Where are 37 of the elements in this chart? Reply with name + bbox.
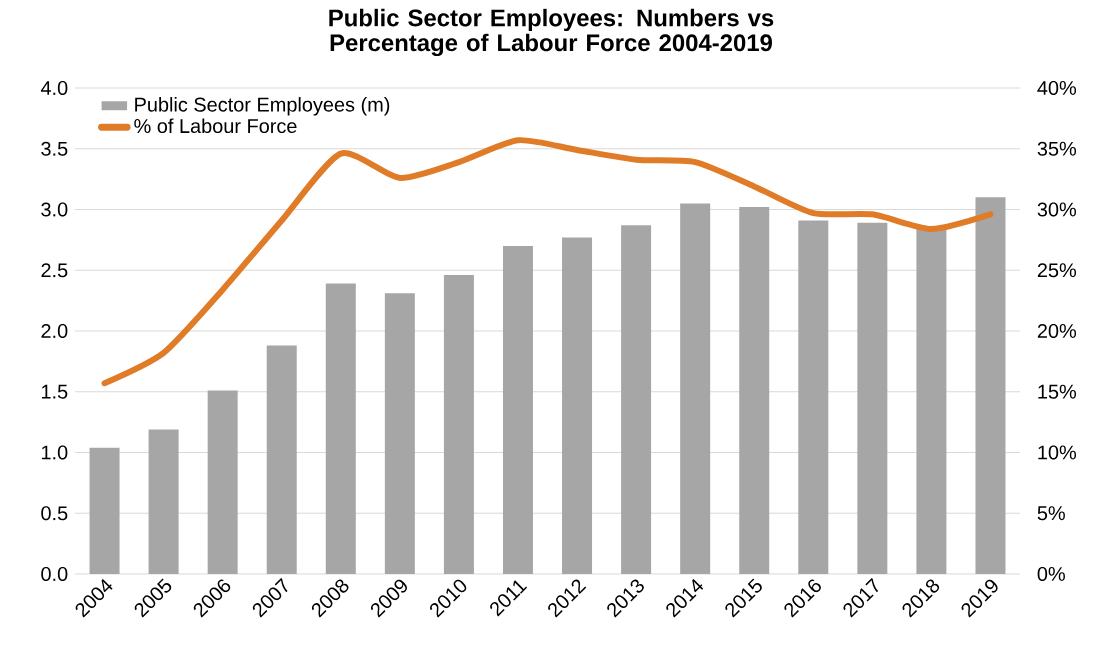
legend-label: Public Sector Employees (m): [135, 97, 390, 116]
bar: [89, 447, 120, 574]
y2-tick-label: 30%: [1037, 202, 1077, 217]
y2-tick-label: 0%: [1037, 566, 1065, 582]
bar: [739, 207, 770, 574]
y-tick-label: 2.0: [41, 323, 68, 339]
y2-tick-label: 20%: [1037, 323, 1077, 339]
y2-tick-label: 5%: [1037, 506, 1065, 521]
y-tick-label: 0.5: [41, 506, 68, 521]
chart-title: Public Sector Employees: Numbers vs Percentage of Labour Force 2004-2019: [329, 8, 774, 57]
bar: [207, 390, 238, 574]
y-tick-label: 3.0: [41, 202, 68, 217]
y2-tick-label: 40%: [1037, 80, 1077, 96]
bar: [975, 197, 1006, 574]
y2-tick-label: 10%: [1038, 445, 1077, 460]
y-tick-label: 0.0: [41, 566, 68, 582]
y-tick-label: 3.5: [41, 141, 68, 156]
bar: [798, 220, 829, 574]
y-tick-label: 1.0: [41, 445, 68, 460]
bar: [266, 345, 297, 574]
bar: [621, 225, 652, 574]
legend-label: % of Labour Force: [134, 118, 297, 134]
bar: [325, 283, 356, 574]
bar: [857, 222, 888, 574]
bar: [384, 293, 415, 574]
bar: [502, 245, 533, 574]
bar: [148, 429, 179, 574]
bar: [443, 275, 474, 574]
bar: [680, 203, 711, 574]
bar: [562, 237, 593, 574]
y2-tick-label: 25%: [1037, 263, 1077, 278]
bar: [916, 228, 947, 574]
y-tick-label: 1.5: [41, 384, 68, 399]
y-tick-label: 2.5: [41, 263, 68, 278]
y-tick-label: 4.0: [40, 80, 68, 96]
y2-tick-label: 35%: [1037, 141, 1077, 156]
y2-tick-label: 15%: [1038, 384, 1077, 399]
